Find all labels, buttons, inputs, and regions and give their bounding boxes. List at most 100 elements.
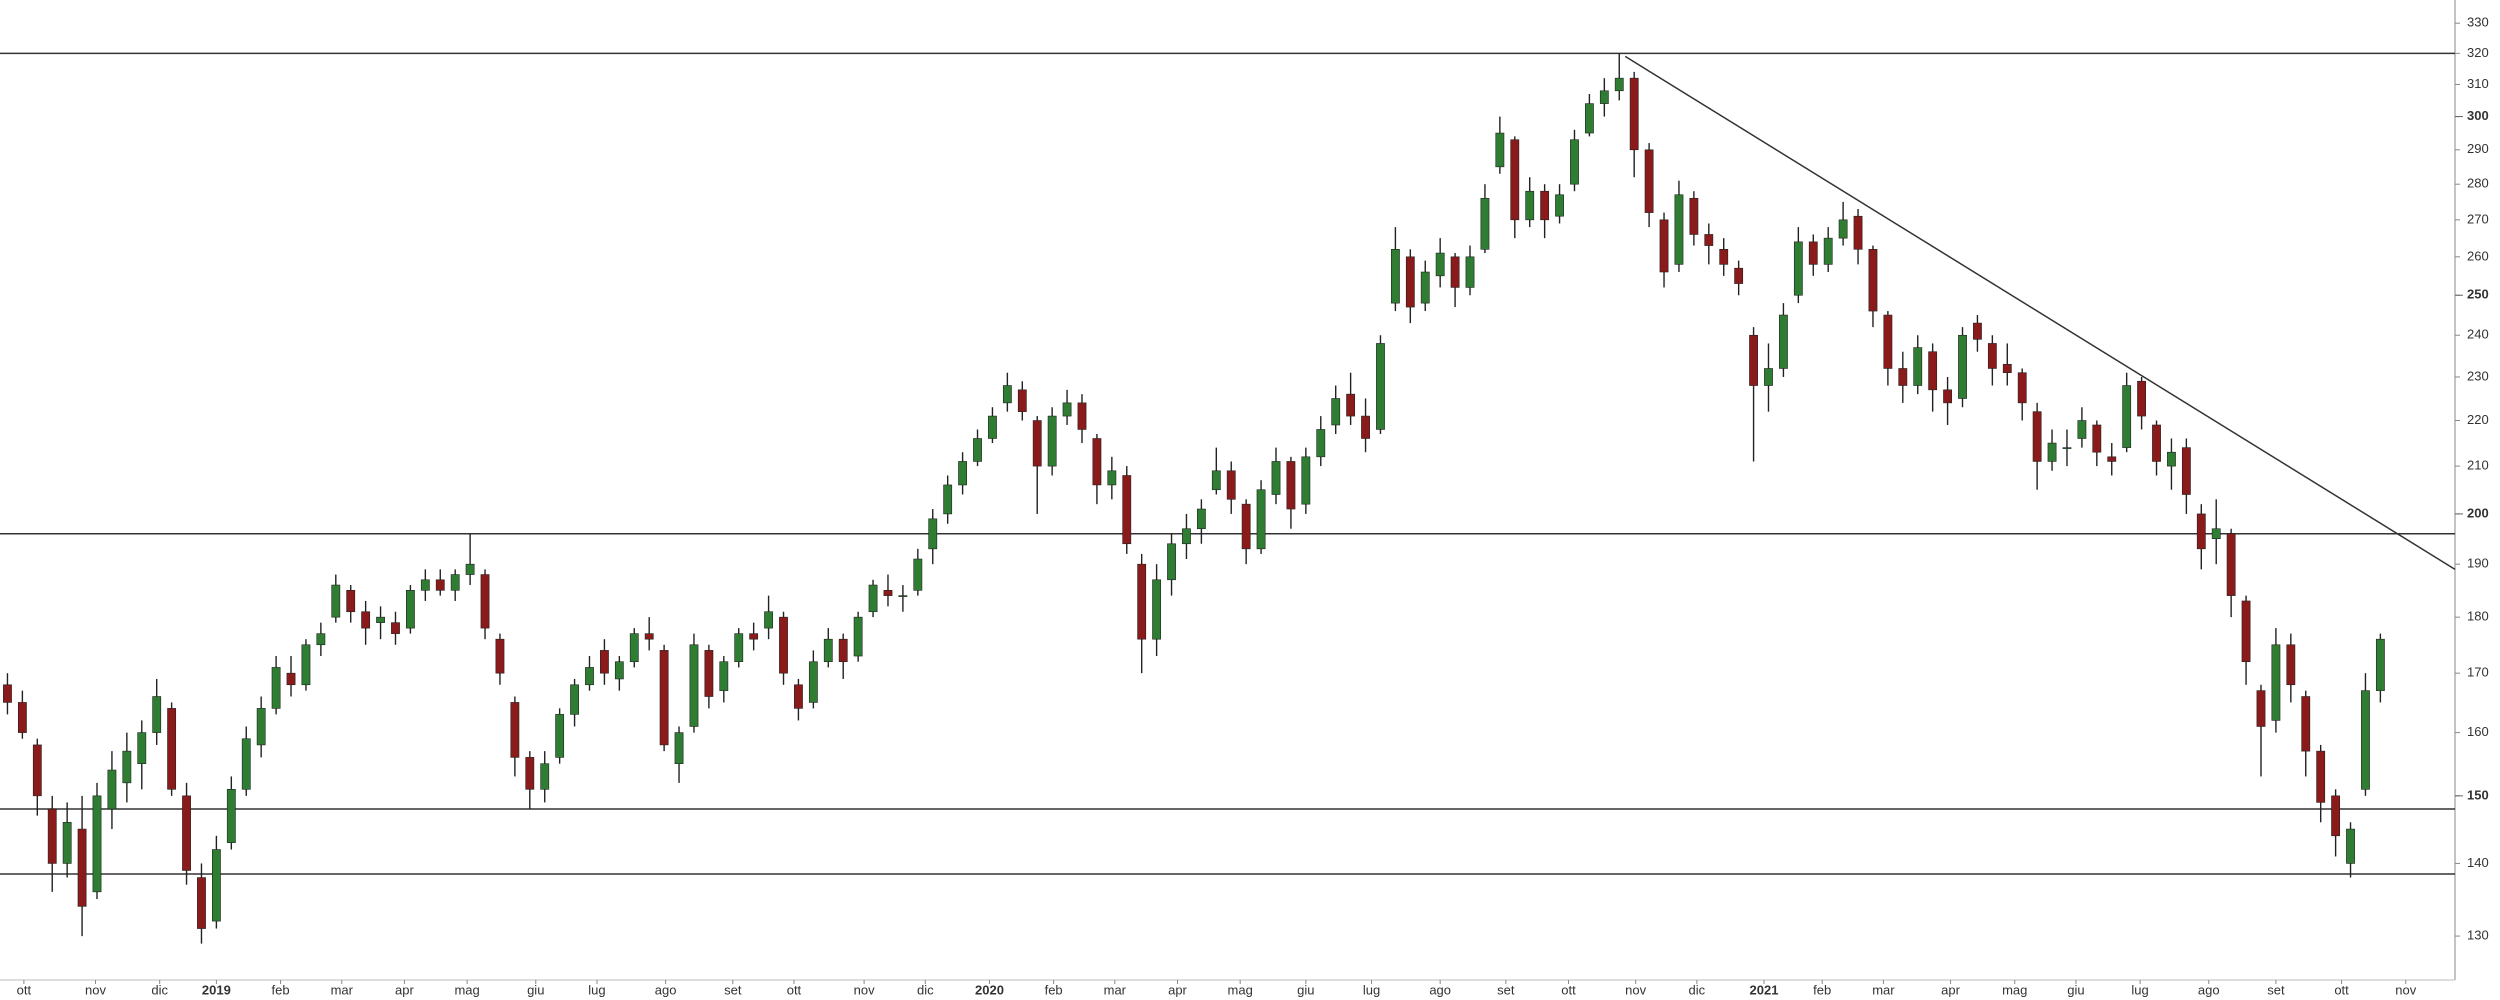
x-tick-label: mar <box>331 982 354 997</box>
x-tick-label: ago <box>655 982 677 997</box>
candle-body <box>2226 533 2236 596</box>
y-tick-label: 220 <box>2467 412 2489 427</box>
candle-body <box>1211 470 1221 491</box>
candle-body <box>1152 579 1162 640</box>
candle-body <box>137 732 147 764</box>
candle-body <box>1808 241 1818 265</box>
x-tick-label: lug <box>2131 982 2148 997</box>
candle-body <box>1077 402 1087 430</box>
candle-body <box>1734 267 1744 284</box>
x-tick-label: apr <box>395 982 414 997</box>
candle-body <box>555 714 565 758</box>
candle-body <box>2077 420 2087 439</box>
candle-body <box>838 638 848 663</box>
candle-body <box>1092 438 1102 486</box>
candle-body <box>17 702 27 733</box>
candle-body <box>1002 385 1012 404</box>
candle-body <box>2062 447 2072 449</box>
candle-body <box>1823 237 1833 265</box>
trend-line <box>1624 55 2456 570</box>
x-tick-label: feb <box>1813 982 1831 997</box>
candle-body <box>1644 149 1654 213</box>
candle-body <box>1913 347 1923 386</box>
candle-body <box>1719 249 1729 265</box>
y-tick-label: 330 <box>2467 15 2489 30</box>
candle-body <box>853 616 863 657</box>
candle-body <box>241 738 251 790</box>
x-tick-label: set <box>724 982 742 997</box>
x-tick-label: nov <box>1625 982 1646 997</box>
y-tick-label: 160 <box>2467 724 2489 739</box>
candle-body <box>1465 256 1475 288</box>
candle-body <box>2092 424 2102 453</box>
y-tick-label: 180 <box>2467 609 2489 624</box>
candle-body <box>2361 690 2370 790</box>
candle-body <box>2301 696 2311 752</box>
candle-body <box>1286 461 1296 510</box>
candle-body <box>1301 456 1311 505</box>
candle-body <box>1450 256 1460 288</box>
candle-body <box>659 650 669 746</box>
candle-body <box>2271 644 2281 721</box>
candle-body <box>1167 543 1176 581</box>
candle-body <box>614 661 624 680</box>
y-tick-label: 260 <box>2467 248 2489 263</box>
candle-body <box>928 518 938 550</box>
candle-body <box>2316 750 2326 803</box>
candle-body <box>2047 442 2057 462</box>
candle-body <box>331 584 341 618</box>
candle-body <box>1555 194 1564 217</box>
y-tick-label: 250 <box>2467 287 2489 302</box>
y-tick-label: 230 <box>2467 368 2489 383</box>
candle-body <box>2286 644 2296 686</box>
candle-body <box>2256 690 2266 727</box>
x-tick-label: nov <box>85 982 106 997</box>
x-tick-label: giu <box>1297 982 1314 997</box>
candle-body <box>898 595 908 597</box>
candle-body <box>435 579 445 591</box>
candle-body <box>1182 528 1191 545</box>
candle-body <box>689 644 699 727</box>
x-tick-label: ott <box>17 982 32 997</box>
x-tick-label: mar <box>1104 982 1127 997</box>
candle-body <box>1793 241 1803 296</box>
y-tick-label: 140 <box>2467 855 2489 870</box>
candle-body <box>525 757 535 790</box>
candle-body <box>1973 322 1982 340</box>
x-tick-label: ago <box>1429 982 1451 997</box>
candle-body <box>1943 389 1952 404</box>
candle-body <box>495 638 505 674</box>
x-tick-label: dic <box>917 982 934 997</box>
candle-body <box>346 590 356 613</box>
candle-body <box>77 828 87 907</box>
x-tick-label: dic <box>151 982 168 997</box>
x-tick-label: 2019 <box>202 982 231 997</box>
candle-body <box>2211 528 2221 540</box>
candle-body <box>3 684 12 703</box>
candle-body <box>167 708 177 790</box>
candle-body <box>988 415 997 439</box>
candle-body <box>1405 256 1415 308</box>
candle-body <box>1390 249 1400 304</box>
candle-body <box>226 789 236 843</box>
candle-body <box>152 696 162 733</box>
candle-body <box>1196 508 1206 530</box>
candle-body <box>122 750 132 784</box>
candle-body <box>2346 828 2355 864</box>
candle-body <box>1659 219 1669 273</box>
candle-body <box>1838 219 1848 239</box>
x-tick-label: apr <box>1941 982 1960 997</box>
candle-body <box>47 808 57 864</box>
candle-body <box>1987 343 1997 369</box>
candle-body <box>1674 194 1684 265</box>
candle-body <box>1107 470 1117 486</box>
candle-body <box>2122 385 2132 448</box>
y-tick-label: 240 <box>2467 327 2489 342</box>
x-tick-label: ago <box>2198 982 2220 997</box>
x-tick-label: ott <box>2334 982 2349 997</box>
x-tick-label: mag <box>2002 982 2027 997</box>
y-tick-label: 290 <box>2467 141 2489 156</box>
candle-body <box>1122 475 1132 545</box>
candle-body <box>376 616 385 623</box>
